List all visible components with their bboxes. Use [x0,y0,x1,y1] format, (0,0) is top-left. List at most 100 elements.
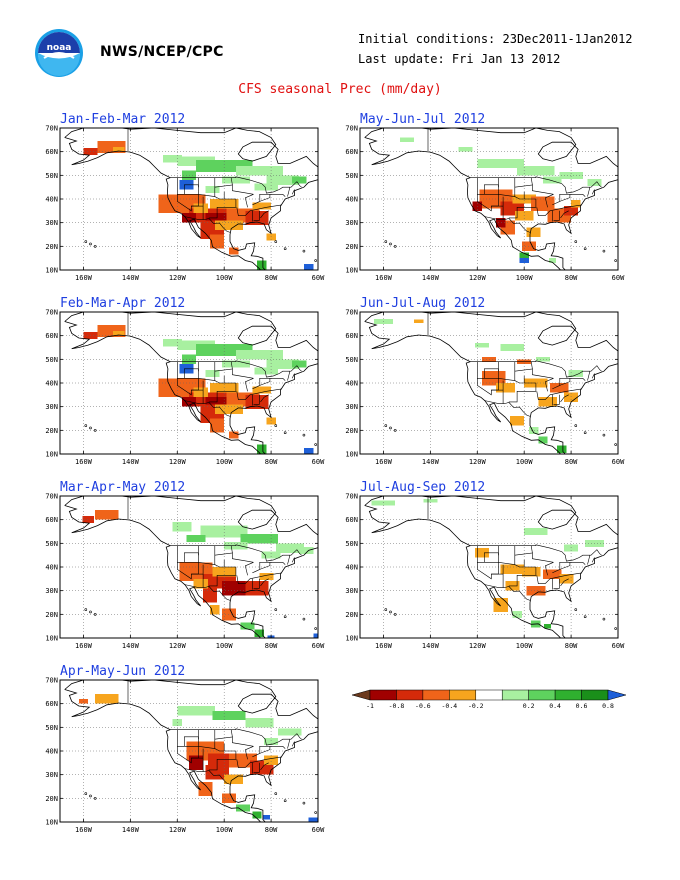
anomaly-cell [181,397,197,407]
lon-tick-label: 140W [422,642,440,650]
colorbar-swatch [449,689,477,701]
lon-tick-label: 100W [216,826,234,834]
lon-tick-label: 80W [565,274,578,282]
lon-tick-label: 140W [122,274,140,282]
anomaly-cell [548,258,556,263]
lon-tick-label: 160W [75,458,93,466]
lat-tick-label: 70N [45,677,58,685]
anomaly-cell [496,383,515,393]
lat-tick-label: 70N [345,309,358,317]
lat-tick-label: 70N [45,309,58,317]
anomaly-cell [252,386,272,394]
anomaly-cell [299,546,314,554]
colorbar-swatch [369,689,397,701]
lat-tick-label: 60N [345,332,358,340]
anomaly-cell [82,516,95,524]
precip-map: 70N 60N 50N 40N 30N 20N 10N 160W 140W 120W 100W 80W… [345,125,625,283]
anomaly-cell [528,426,539,434]
colorbar-swatch [554,689,582,701]
anomaly-cell [266,175,300,185]
colorbar-label: -0.6 [415,702,431,710]
colorbar-swatch [581,689,609,701]
lat-tick-label: 70N [45,493,58,501]
anomaly-cell [275,543,304,553]
lon-tick-label: 60W [312,458,325,466]
lat-tick-label: 70N [345,493,358,501]
anomaly-cell [538,397,558,407]
lon-tick-label: 120W [469,458,487,466]
lon-tick-label: 100W [216,642,234,650]
colorbar-label: -1 [366,702,374,710]
lon-tick-label: 100W [216,274,234,282]
lat-tick-label: 60N [45,148,58,156]
anomaly-cell [261,551,281,559]
lat-tick-label: 40N [345,380,358,388]
anomaly-cell [257,444,267,454]
last-update: Last update: Fri Jan 13 2012 [358,52,561,66]
map-panel: Feb-Mar-Apr 2012 70N 60N 50N 40N 30N 20N 10N 16… [36,296,326,468]
anomaly-cell [172,522,192,532]
lat-tick-label: 30N [345,587,358,595]
lon-tick-label: 80W [565,458,578,466]
figure-title: CFS seasonal Prec (mm/day) [238,82,442,97]
lon-tick-label: 140W [122,642,140,650]
lat-tick-label: 20N [45,427,58,435]
anomaly-cell [221,360,250,368]
anomaly-cell [535,356,550,362]
panel-title: May-Jun-Jul 2012 [360,112,486,127]
anomaly-cell [521,567,541,577]
anomaly-cell [210,604,220,615]
lon-tick-label: 60W [612,642,625,650]
lon-tick-label: 160W [75,274,93,282]
lat-tick-label: 40N [45,748,58,756]
panel-title: Apr-May-Jun 2012 [60,664,186,679]
lon-tick-label: 60W [312,826,325,834]
lat-tick-label: 70N [45,125,58,133]
anomaly-cell [186,535,206,543]
panel-title: Feb-Mar-Apr 2012 [60,296,186,311]
lon-tick-label: 60W [312,274,325,282]
panel-title: Jul-Aug-Sep 2012 [360,480,486,495]
lon-tick-label: 120W [169,826,187,834]
colorbar-legend: -1-0.8-0.6-0.4-0.20.20.40.60.81 [351,689,627,710]
lon-tick-label: 140W [422,274,440,282]
anomaly-cell [205,369,220,378]
anomaly-cell [189,755,204,770]
anomaly-cell [214,404,243,414]
lon-tick-label: 100W [516,274,534,282]
anomaly-cell [203,588,218,603]
lon-tick-label: 160W [75,826,93,834]
anomaly-cell [559,574,574,584]
lon-tick-label: 120W [469,274,487,282]
lat-tick-label: 50N [45,172,58,180]
lat-tick-label: 10N [345,451,358,459]
anomaly-cell [262,814,270,820]
anomaly-cell [196,343,253,356]
map-panel: Jul-Aug-Sep 2012 70N 60N 50N 40N 30N 20N 10N 16… [336,480,626,652]
precip-map: 70N 60N 50N 40N 30N 20N 10N 160W 140W 120W 100W 80W… [45,125,325,283]
colorbar-label: 0.8 [602,702,614,710]
lon-tick-label: 160W [375,458,393,466]
anomaly-cell [210,418,225,433]
anomaly-cell [496,217,506,228]
anomaly-cell [371,500,396,506]
precip-map: 70N 60N 50N 40N 30N 20N 10N 160W 140W 120W 100W 80W… [45,493,325,651]
anomaly-cell [228,247,239,255]
lat-tick-label: 10N [345,635,358,643]
noaa-logo: noaa [35,29,83,77]
lon-tick-label: 160W [375,642,393,650]
anomaly-cell [235,165,283,176]
agency-name: NWS/NCEP/CPC [100,44,224,60]
anomaly-cell [163,339,182,347]
anomaly-cell [542,176,562,184]
colorbar-high-arrow [607,689,627,701]
lon-tick-label: 140W [122,458,140,466]
lon-tick-label: 160W [375,274,393,282]
anomaly-cell [458,146,473,152]
anomaly-cell [549,383,569,393]
lat-tick-label: 20N [345,611,358,619]
lon-tick-label: 80W [565,642,578,650]
lat-tick-label: 30N [45,219,58,227]
lon-tick-label: 60W [612,274,625,282]
anomaly-cell [538,436,548,444]
